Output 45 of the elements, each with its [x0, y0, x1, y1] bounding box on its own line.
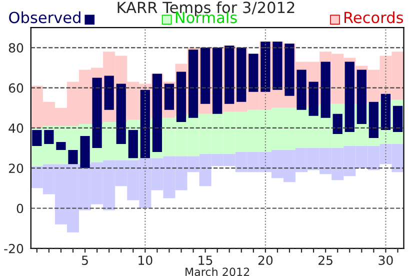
- text: Observed: [9, 11, 80, 24]
- bar: [104, 76, 114, 110]
- y-tick-label: 20: [8, 164, 24, 174]
- bar: [320, 62, 330, 118]
- bar: [56, 142, 66, 150]
- bar: [224, 46, 234, 104]
- y-tick-label: 40: [8, 123, 24, 133]
- bar: [92, 78, 102, 148]
- bar: [284, 44, 294, 96]
- bar: [140, 90, 150, 158]
- bar: [200, 48, 210, 104]
- bar: [32, 130, 42, 146]
- x-tick-label: 5: [82, 256, 88, 266]
- x-axis-title: March 2012: [186, 267, 250, 276]
- bar: [128, 130, 138, 158]
- bar: [368, 102, 378, 138]
- bar: [236, 48, 246, 102]
- x-tick-label: 20: [258, 256, 273, 266]
- bar: [380, 94, 391, 130]
- bar: [332, 114, 342, 134]
- bar: [248, 54, 258, 92]
- bar: [272, 42, 282, 90]
- x-tick-label: 10: [138, 256, 152, 266]
- x-tick-label: 25: [318, 256, 332, 266]
- bar: [296, 70, 306, 110]
- bar: [164, 84, 174, 110]
- bar: [80, 136, 90, 168]
- bar: [308, 82, 318, 116]
- bar: [152, 74, 162, 152]
- y-tick-label: 0: [16, 204, 24, 214]
- y-tick-label: 80: [8, 43, 24, 53]
- bar: [260, 42, 270, 92]
- y-tick-label: -20: [4, 244, 24, 254]
- bar: [176, 72, 186, 122]
- bar: [68, 150, 78, 164]
- bar: [356, 70, 366, 124]
- x-tick-label: 15: [198, 256, 212, 266]
- bar: [392, 106, 403, 132]
- bar: [344, 62, 354, 132]
- bar: [44, 130, 54, 144]
- y-tick-label: 60: [8, 83, 24, 93]
- bar: [116, 84, 126, 144]
- x-tick-label: 30: [378, 256, 393, 266]
- legend-label: Records: [344, 11, 404, 24]
- bar: [188, 50, 198, 118]
